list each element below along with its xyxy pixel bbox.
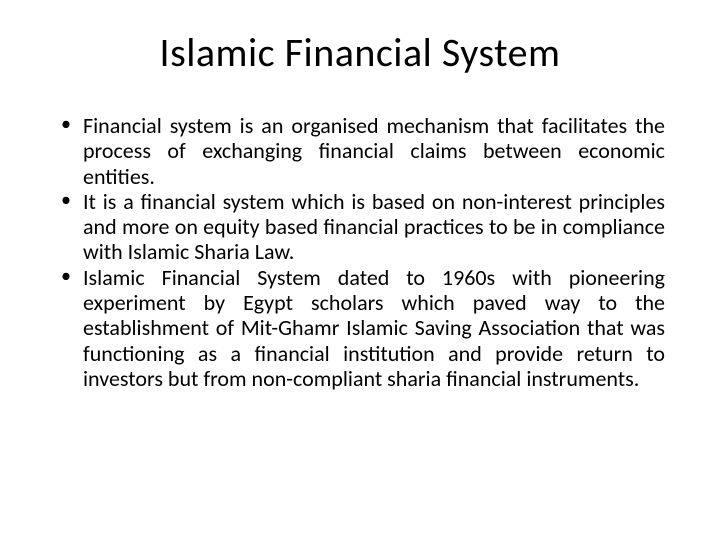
bullet-item: It is a financial system which is based …: [55, 189, 665, 265]
slide-title: Islamic Financial System: [55, 28, 665, 77]
bullet-item: Islamic Financial System dated to 1960s …: [55, 265, 665, 391]
bullet-item: Financial system is an organised mechani…: [55, 113, 665, 189]
bullet-list: Financial system is an organised mechani…: [55, 113, 665, 391]
